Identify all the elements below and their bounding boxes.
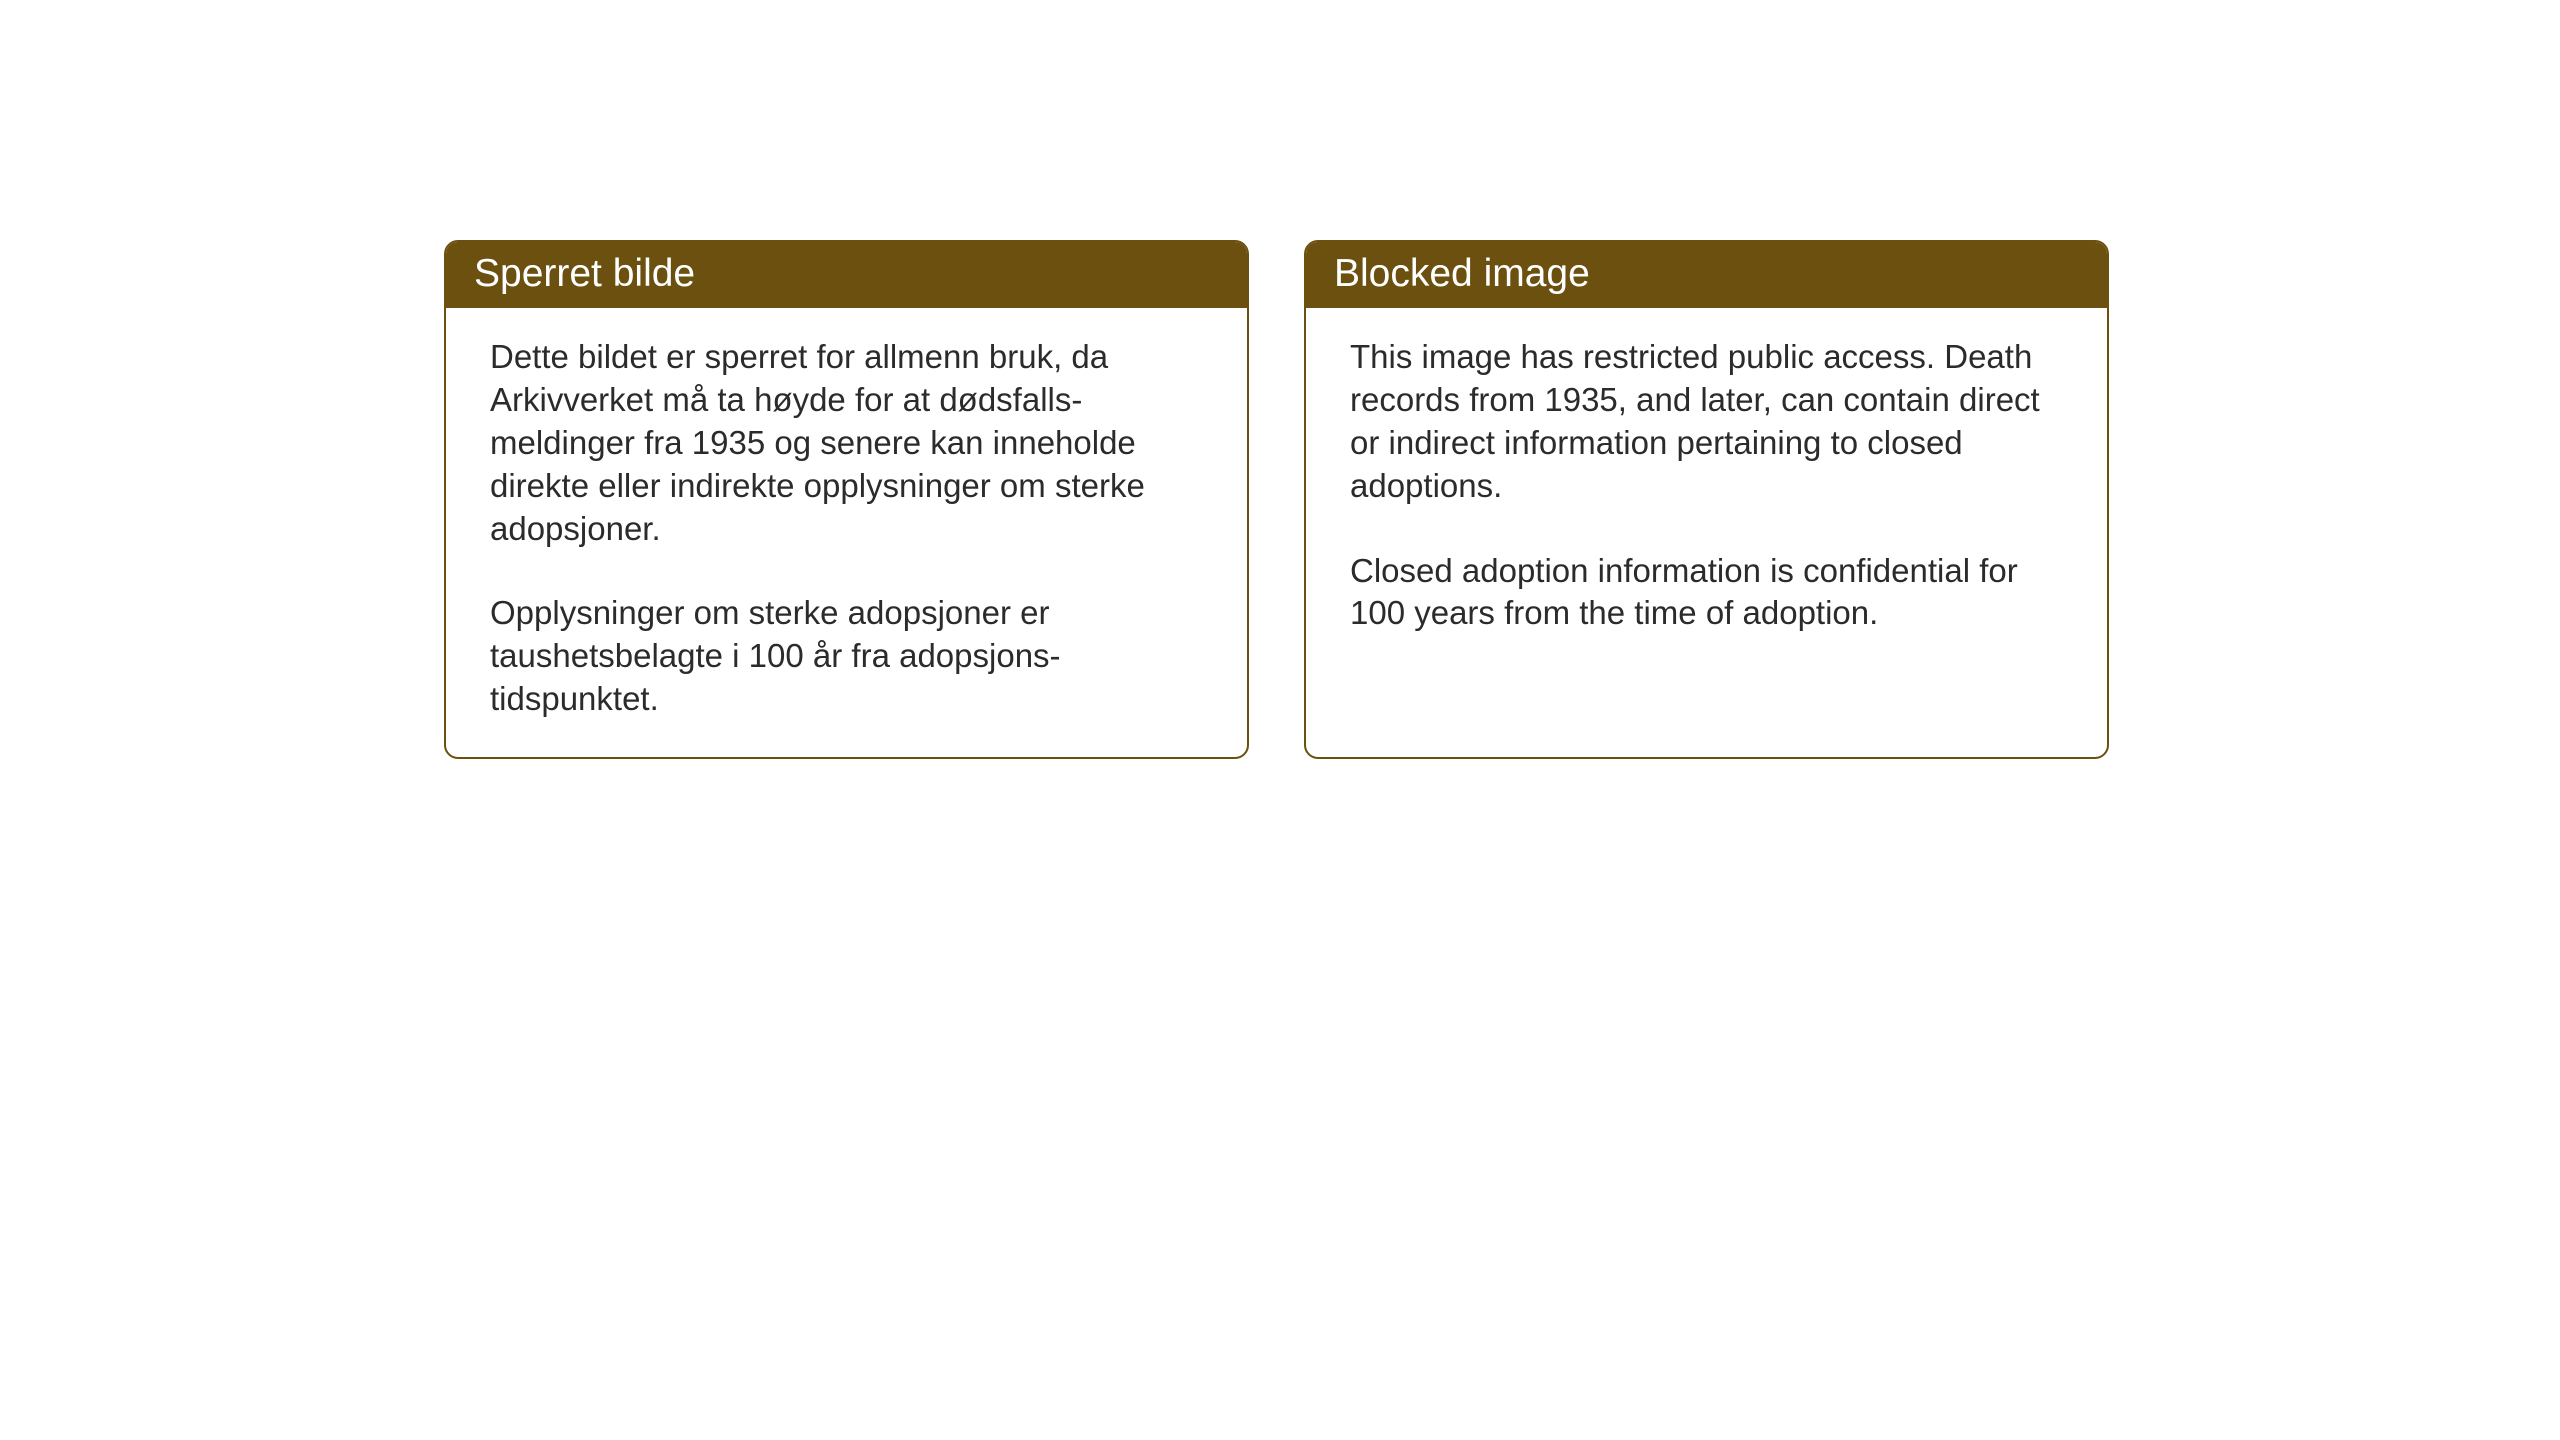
notice-card-english: Blocked image This image has restricted … (1304, 240, 2109, 759)
paragraph-text: This image has restricted public access.… (1350, 336, 2063, 508)
paragraph-text: Opplysninger om sterke adopsjoner er tau… (490, 592, 1203, 721)
notice-card-norwegian: Sperret bilde Dette bildet er sperret fo… (444, 240, 1249, 759)
card-header-english: Blocked image (1306, 242, 2107, 308)
cards-container: Sperret bilde Dette bildet er sperret fo… (0, 0, 2560, 759)
card-body-english: This image has restricted public access.… (1306, 308, 2107, 671)
card-body-norwegian: Dette bildet er sperret for allmenn bruk… (446, 308, 1247, 757)
paragraph-text: Dette bildet er sperret for allmenn bruk… (490, 336, 1203, 550)
card-header-norwegian: Sperret bilde (446, 242, 1247, 308)
paragraph-text: Closed adoption information is confident… (1350, 550, 2063, 636)
